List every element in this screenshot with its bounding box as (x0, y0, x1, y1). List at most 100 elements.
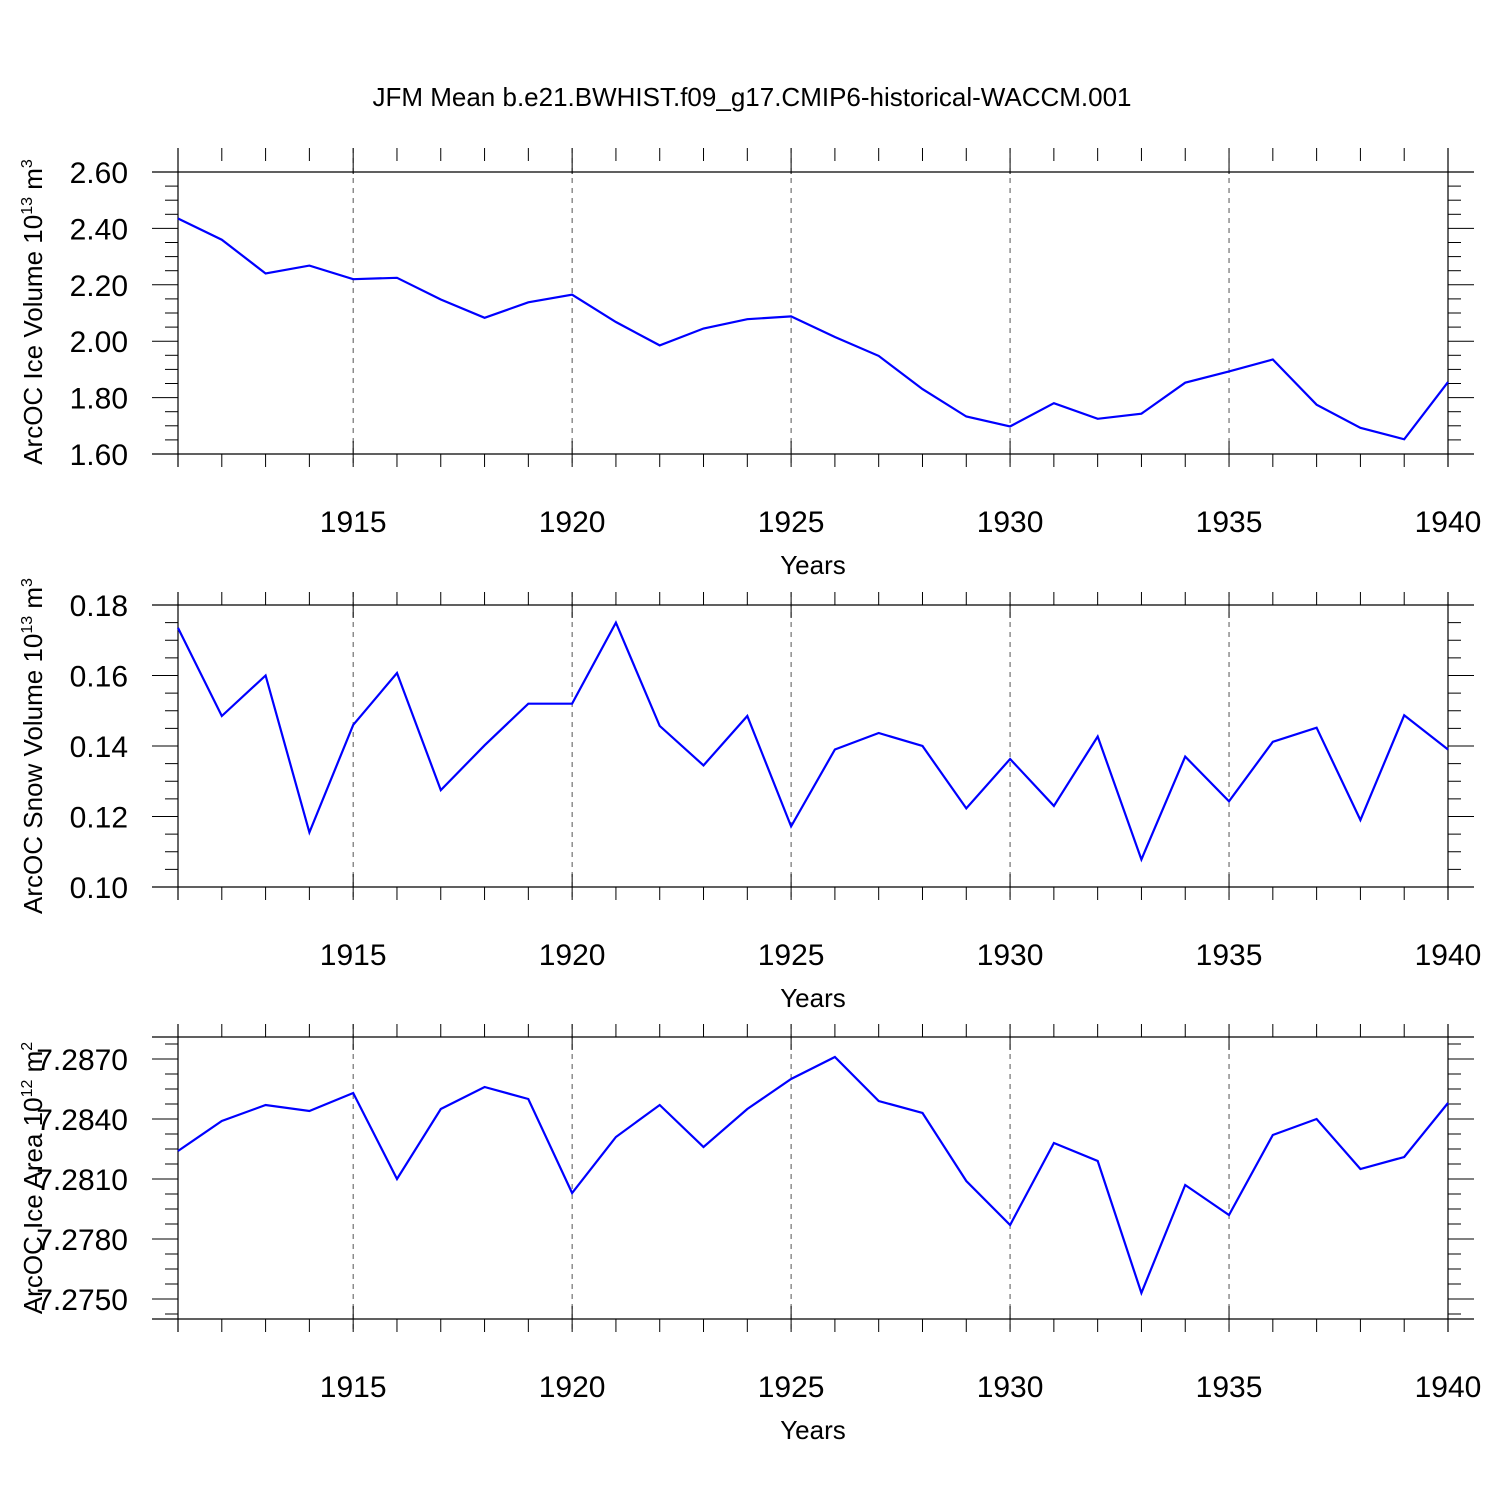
data-point-snow-volume-1916 (395, 671, 399, 675)
data-point-ice-area-1919 (526, 1097, 530, 1101)
y-axis-title: ArcOC Snow Volume 1013 m3 (18, 578, 48, 914)
data-point-snow-volume-1932 (1096, 734, 1100, 738)
x-tick-label-1915: 1915 (320, 1371, 387, 1404)
data-point-ice-volume-1912 (220, 238, 224, 242)
data-point-snow-volume-1935 (1227, 799, 1231, 803)
data-point-ice-area-1929 (964, 1179, 968, 1183)
data-point-ice-volume-1915 (351, 277, 355, 281)
y-tick-label-7.2750: 7.2750 (36, 1284, 128, 1317)
data-point-ice-area-1927 (877, 1099, 881, 1103)
data-point-ice-area-1918 (483, 1085, 487, 1089)
data-point-snow-volume-1923 (702, 763, 706, 767)
data-point-ice-area-1936 (1271, 1133, 1275, 1137)
data-point-ice-area-1922 (658, 1103, 662, 1107)
data-point-snow-volume-1934 (1183, 755, 1187, 759)
data-point-ice-area-1928 (920, 1111, 924, 1115)
data-point-snow-volume-1927 (877, 731, 881, 735)
data-point-ice-area-1915 (351, 1091, 355, 1095)
y-tick-label-1.60: 1.60 (70, 439, 128, 472)
data-point-ice-area-1925 (789, 1077, 793, 1081)
data-point-snow-volume-1936 (1271, 740, 1275, 744)
series-line-ice-area (177, 1055, 1449, 1297)
y-axis-title: ArcOC Ice Area 1012 m2 (18, 1042, 48, 1314)
data-point-snow-volume-1938 (1358, 818, 1362, 822)
x-axis-title: Years (780, 550, 846, 580)
data-point-ice-area-1913 (264, 1103, 268, 1107)
y-tick-label-7.2840: 7.2840 (36, 1104, 128, 1137)
data-point-ice-volume-1918 (483, 316, 487, 320)
y-tick-label-7.2810: 7.2810 (36, 1164, 128, 1197)
data-point-ice-volume-1922 (658, 343, 662, 347)
data-point-ice-volume-1927 (877, 354, 881, 358)
data-point-ice-volume-1926 (833, 335, 837, 339)
data-point-snow-volume-1940 (1446, 748, 1450, 752)
data-point-ice-volume-1919 (526, 300, 530, 304)
y-tick-label-2.40: 2.40 (70, 213, 128, 246)
data-point-snow-volume-1930 (1008, 757, 1012, 761)
data-point-snow-volume-1922 (658, 724, 662, 728)
y-axis-title: ArcOC Ice Volume 1013 m3 (18, 159, 48, 465)
data-point-snow-volume-1929 (964, 806, 968, 810)
data-point-snow-volume-1931 (1052, 804, 1056, 808)
data-point-snow-volume-1911 (176, 626, 180, 630)
data-point-ice-volume-1916 (395, 276, 399, 280)
data-point-snow-volume-1915 (351, 723, 355, 727)
y-tick-label-0.10: 0.10 (70, 872, 128, 905)
y-tick-label-7.2780: 7.2780 (36, 1224, 128, 1257)
data-point-snow-volume-1926 (833, 748, 837, 752)
x-tick-label-1915: 1915 (320, 939, 387, 972)
series-line-snow-volume (177, 620, 1449, 863)
y-tick-label-2.20: 2.20 (70, 270, 128, 303)
data-point-ice-area-1921 (614, 1135, 618, 1139)
data-point-ice-volume-1924 (745, 317, 749, 321)
data-point-ice-area-1914 (307, 1109, 311, 1113)
data-point-snow-volume-1924 (745, 714, 749, 718)
data-point-ice-volume-1923 (702, 327, 706, 331)
data-point-ice-area-1912 (220, 1119, 224, 1123)
x-tick-label-1935: 1935 (1196, 506, 1263, 539)
y-tick-label-0.14: 0.14 (70, 731, 128, 764)
data-point-ice-area-1939 (1402, 1155, 1406, 1159)
data-point-ice-area-1916 (395, 1177, 399, 1181)
data-point-ice-volume-1917 (439, 297, 443, 301)
data-point-ice-area-1920 (570, 1191, 574, 1195)
data-point-ice-volume-1929 (964, 414, 968, 418)
x-tick-label-1925: 1925 (758, 1371, 825, 1404)
x-tick-label-1915: 1915 (320, 506, 387, 539)
x-tick-label-1940: 1940 (1415, 506, 1482, 539)
data-point-snow-volume-1928 (920, 744, 924, 748)
data-point-snow-volume-1920 (570, 702, 574, 706)
y-tick-label-2.60: 2.60 (70, 157, 128, 190)
data-point-snow-volume-1919 (526, 702, 530, 706)
data-point-ice-volume-1933 (1139, 412, 1143, 416)
x-tick-label-1935: 1935 (1196, 1371, 1263, 1404)
y-tick-label-2.00: 2.00 (70, 326, 128, 359)
y-tick-label-0.12: 0.12 (70, 802, 128, 835)
data-point-ice-area-1931 (1052, 1141, 1056, 1145)
data-point-ice-volume-1936 (1271, 358, 1275, 362)
data-point-ice-volume-1928 (920, 387, 924, 391)
series-line-ice-volume (177, 217, 1449, 441)
data-point-snow-volume-1918 (483, 743, 487, 747)
data-point-ice-volume-1931 (1052, 401, 1056, 405)
data-point-ice-volume-1930 (1008, 424, 1012, 428)
data-point-ice-area-1934 (1183, 1183, 1187, 1187)
x-tick-label-1925: 1925 (758, 939, 825, 972)
panel-ice-volume: 1.60 1.80 2.00 2.20 2.40 2.60 1915 1920 1925 1930… (18, 148, 1481, 580)
x-tick-label-1940: 1940 (1415, 939, 1482, 972)
x-tick-label-1920: 1920 (539, 939, 606, 972)
x-axis-title: Years (780, 1415, 846, 1445)
data-point-ice-volume-1937 (1315, 403, 1319, 407)
x-tick-label-1920: 1920 (539, 506, 606, 539)
data-point-snow-volume-1933 (1139, 858, 1143, 862)
data-point-ice-volume-1911 (176, 217, 180, 221)
data-point-ice-area-1924 (745, 1107, 749, 1111)
data-point-ice-volume-1940 (1446, 380, 1450, 384)
data-point-snow-volume-1912 (220, 714, 224, 718)
data-point-ice-volume-1932 (1096, 417, 1100, 421)
data-point-ice-volume-1920 (570, 293, 574, 297)
x-tick-label-1940: 1940 (1415, 1371, 1482, 1404)
data-point-ice-volume-1925 (789, 314, 793, 318)
x-tick-label-1930: 1930 (977, 939, 1044, 972)
data-point-ice-area-1940 (1446, 1101, 1450, 1105)
